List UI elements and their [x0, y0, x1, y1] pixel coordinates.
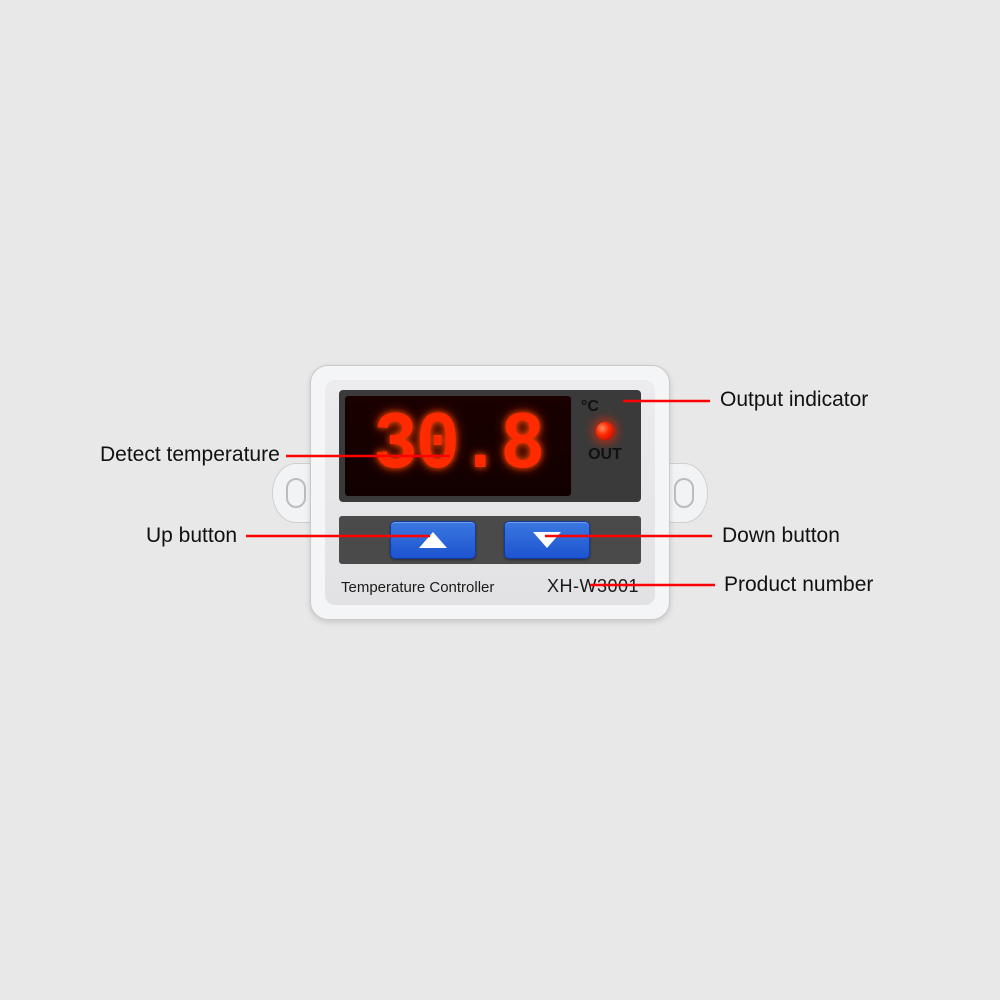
temperature-reading: 30.8: [373, 405, 543, 486]
product-number: XH-W3001: [547, 576, 639, 597]
up-button[interactable]: [390, 521, 476, 559]
arrow-up-icon: [419, 532, 447, 548]
device-body: 30.8 °C OUT Temperature Controller XH-W3: [310, 365, 670, 620]
lcd-frame: 30.8 °C OUT: [339, 390, 641, 502]
unit-label: °C: [581, 398, 599, 416]
device: 30.8 °C OUT Temperature Controller XH-W3: [310, 365, 670, 620]
down-button[interactable]: [504, 521, 590, 559]
arrow-down-icon: [533, 532, 561, 548]
button-strip: [339, 516, 641, 564]
callout-down-button: Down button: [722, 524, 840, 548]
product-label: Temperature Controller: [341, 579, 494, 596]
callout-output-indicator: Output indicator: [720, 388, 868, 412]
callout-up-button: Up button: [146, 524, 237, 548]
output-led-icon: [596, 422, 614, 440]
out-label: OUT: [588, 446, 622, 464]
callout-product-number: Product number: [724, 573, 873, 597]
callout-detect-temperature: Detect temperature: [100, 443, 280, 467]
lcd-screen: 30.8: [345, 396, 571, 496]
